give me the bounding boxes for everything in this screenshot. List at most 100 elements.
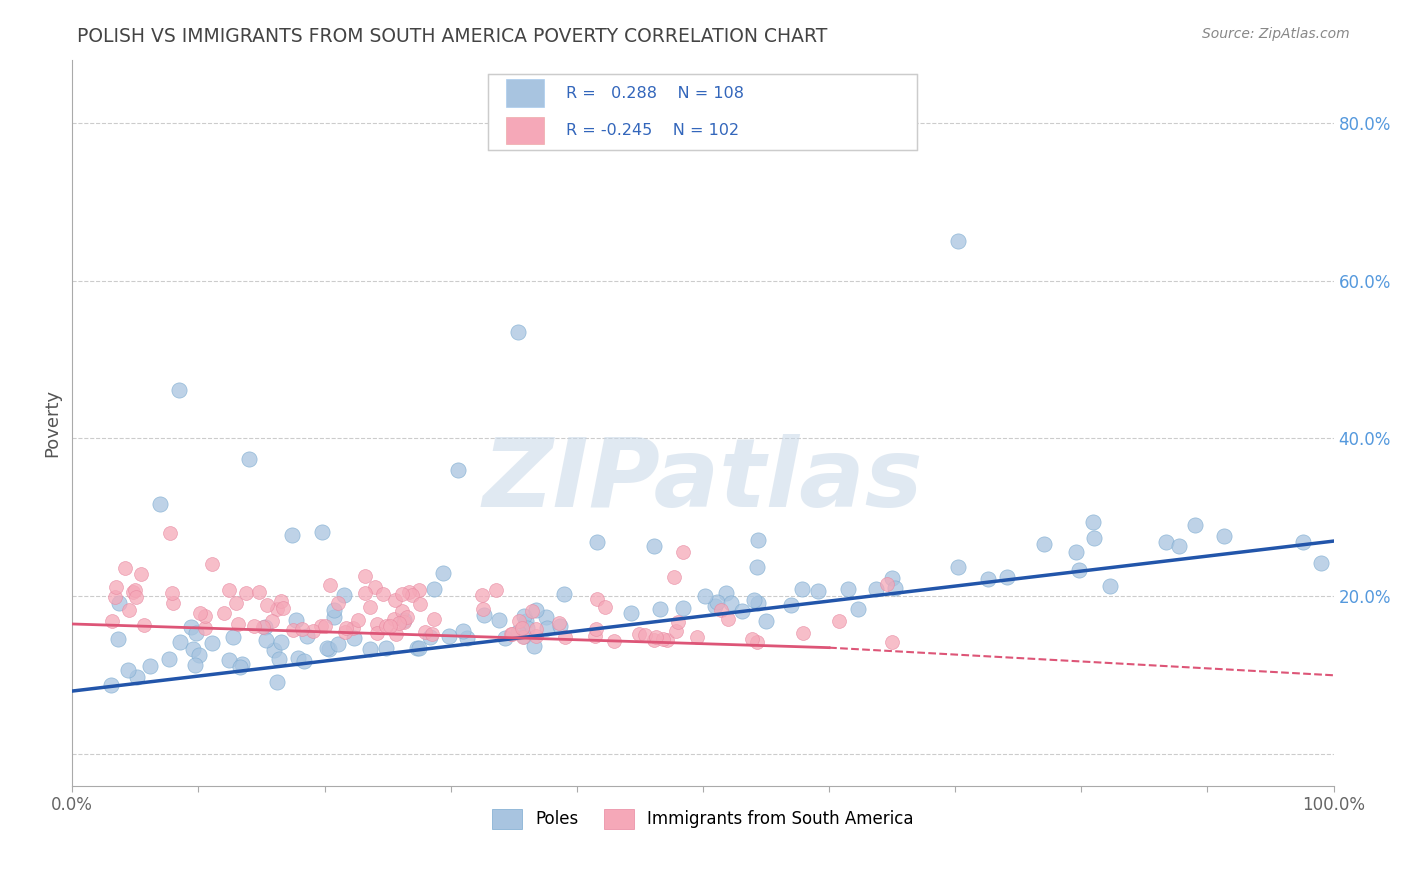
Poles [422, 582, 444, 596]
Immigrants from South America [118, 603, 141, 617]
Poles [643, 540, 665, 554]
Immigrants from South America [260, 614, 283, 628]
Poles [846, 602, 869, 616]
Immigrants from South America [876, 577, 898, 591]
Immigrants from South America [353, 569, 375, 583]
Immigrants from South America [672, 545, 695, 559]
Poles [100, 678, 122, 692]
Immigrants from South America [508, 614, 530, 628]
Poles [1168, 539, 1191, 553]
Poles [977, 572, 1000, 586]
Poles [523, 640, 546, 654]
Poles [948, 234, 970, 248]
Immigrants from South America [651, 632, 673, 646]
Immigrants from South America [520, 604, 543, 618]
Immigrants from South America [644, 630, 666, 644]
Immigrants from South America [384, 592, 406, 607]
Poles [394, 613, 416, 627]
Poles [1083, 531, 1105, 545]
Poles [512, 608, 534, 623]
Poles [516, 621, 538, 635]
Immigrants from South America [662, 570, 685, 584]
Poles [508, 625, 530, 640]
Immigrants from South America [283, 623, 305, 637]
Poles [790, 582, 813, 596]
Immigrants from South America [218, 583, 240, 598]
Poles [780, 598, 803, 612]
Poles [238, 452, 260, 467]
Poles [946, 560, 969, 574]
Immigrants from South America [314, 619, 336, 633]
Immigrants from South America [548, 615, 571, 630]
Poles [586, 535, 609, 549]
Immigrants from South America [225, 596, 247, 610]
Immigrants from South America [396, 609, 419, 624]
Immigrants from South America [374, 619, 396, 633]
Immigrants from South America [603, 634, 626, 648]
Poles [408, 640, 430, 655]
Immigrants from South America [391, 587, 413, 601]
Poles [218, 653, 240, 667]
Immigrants from South America [335, 625, 357, 640]
Poles [1310, 556, 1333, 570]
Immigrants from South America [409, 597, 432, 611]
Immigrants from South America [363, 580, 385, 594]
Immigrants from South America [628, 627, 651, 641]
Poles [755, 614, 778, 628]
Poles [747, 533, 769, 548]
Y-axis label: Poverty: Poverty [44, 389, 60, 457]
Poles [406, 640, 429, 655]
Immigrants from South America [420, 626, 443, 640]
Poles [1154, 535, 1177, 549]
Poles [419, 630, 441, 644]
Immigrants from South America [585, 622, 607, 636]
Poles [127, 670, 149, 684]
Immigrants from South America [132, 618, 155, 632]
Immigrants from South America [665, 624, 688, 638]
Poles [880, 571, 903, 585]
Immigrants from South America [391, 604, 413, 618]
Poles [284, 613, 307, 627]
Poles [287, 650, 309, 665]
Poles [186, 626, 208, 640]
Poles [187, 648, 209, 662]
Text: POLISH VS IMMIGRANTS FROM SOUTH AMERICA POVERTY CORRELATION CHART: POLISH VS IMMIGRANTS FROM SOUTH AMERICA … [77, 27, 828, 45]
Immigrants from South America [741, 632, 763, 647]
Poles [706, 595, 728, 609]
Poles [524, 603, 547, 617]
Immigrants from South America [792, 625, 814, 640]
Poles [117, 663, 139, 677]
Immigrants from South America [366, 617, 388, 632]
Poles [180, 620, 202, 634]
Immigrants from South America [827, 614, 849, 628]
Immigrants from South America [398, 585, 420, 599]
Immigrants from South America [392, 615, 415, 629]
Poles [333, 589, 356, 603]
Poles [311, 524, 333, 539]
Immigrants from South America [686, 630, 709, 644]
Poles [1098, 579, 1121, 593]
Immigrants from South America [385, 626, 408, 640]
Immigrants from South America [472, 601, 495, 615]
Poles [1064, 545, 1087, 559]
Legend: Poles, Immigrants from South America: Poles, Immigrants from South America [485, 802, 921, 836]
Immigrants from South America [226, 616, 249, 631]
Poles [1213, 529, 1236, 543]
Poles [1069, 563, 1091, 577]
Poles [201, 636, 224, 650]
Poles [742, 592, 765, 607]
Poles [432, 566, 454, 580]
Immigrants from South America [666, 615, 689, 630]
Immigrants from South America [382, 613, 405, 627]
Immigrants from South America [326, 596, 349, 610]
Poles [343, 631, 366, 645]
Immigrants from South America [271, 601, 294, 615]
Immigrants from South America [585, 629, 607, 643]
Poles [536, 621, 558, 635]
Poles [745, 560, 768, 574]
Immigrants from South America [104, 580, 127, 594]
Poles [359, 642, 381, 657]
Immigrants from South America [124, 590, 146, 604]
Immigrants from South America [194, 609, 217, 624]
Poles [328, 637, 350, 651]
